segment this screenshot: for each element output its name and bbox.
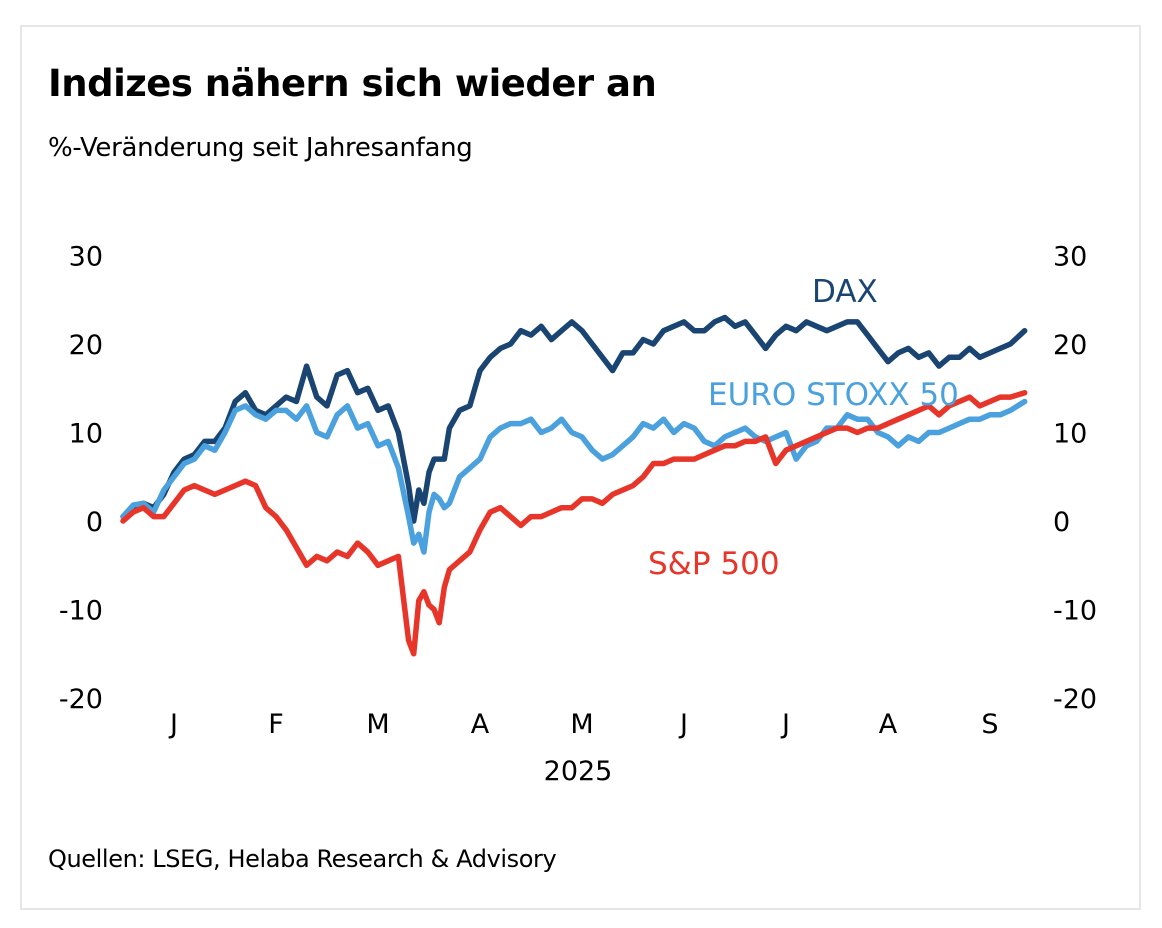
y-tick-label-right: -20 [1053,684,1097,715]
x-tick-label: M [570,709,593,740]
y-tick-label-left: -10 [59,596,103,627]
series-labels: DAX EURO STOXX 50 S&P 500 [648,274,959,582]
chart-title: Indizes nähern sich wieder an [48,62,657,105]
y-axis-right: 30 20 10 0 -10 -20 [1053,242,1097,716]
y-tick-label-right: 20 [1053,330,1087,361]
x-tick-label: M [366,709,389,740]
y-tick-label-right: -10 [1053,596,1097,627]
chart-subtitle: %-Veränderung seit Jahresanfang [48,133,473,163]
series-label-euro-stoxx-50: EURO STOXX 50 [708,377,959,413]
x-axis-label: 2025 [544,756,613,787]
x-tick-label: S [981,709,998,740]
y-tick-label-left: 20 [69,330,103,361]
y-axis-left: 30 20 10 0 -10 -20 [59,242,103,716]
x-tick-label: J [678,709,688,740]
series-lines [120,314,1028,657]
y-tick-label-right: 30 [1053,242,1087,273]
y-tick-label-left: 10 [69,419,103,450]
series-line-s-p-500 [120,389,1028,657]
x-tick-label: J [168,709,178,740]
y-tick-label-right: 10 [1053,419,1087,450]
x-tick-label: A [879,709,898,740]
series-label-s-p-500: S&P 500 [648,546,780,582]
chart-frame [20,25,1141,910]
y-tick-label-right: 0 [1053,507,1070,538]
y-tick-label-left: -20 [59,684,103,715]
y-tick-label-left: 0 [86,507,103,538]
series-label-dax: DAX [812,274,878,310]
series-line-euro-stoxx-50 [120,398,1028,555]
chart-source: Quellen: LSEG, Helaba Research & Advisor… [48,845,557,873]
x-tick-label: A [471,709,490,740]
x-tick-label: J [780,709,790,740]
x-tick-label: F [268,709,284,740]
y-tick-label-left: 30 [69,242,103,273]
series-line-dax [120,314,1028,524]
